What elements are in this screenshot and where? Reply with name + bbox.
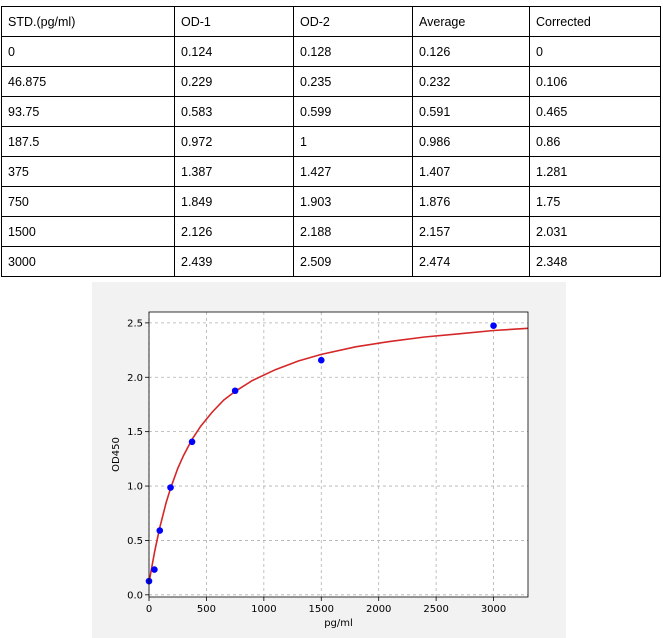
y-tick-label: 0.5 <box>127 536 143 547</box>
table-cell: 0.986 <box>412 126 530 157</box>
y-axis-label: OD450 <box>111 437 122 472</box>
table-cell: 1.427 <box>293 156 413 187</box>
table-cell: 375 <box>1 156 175 187</box>
x-tick-label: 1500 <box>309 604 334 615</box>
table-cell: 46.875 <box>1 66 175 97</box>
table-row: 93.75 0.583 0.599 0.591 0.465 <box>1 96 661 127</box>
y-tick-label: 2.0 <box>127 373 143 384</box>
table-row: 3000 2.439 2.509 2.474 2.348 <box>1 246 661 277</box>
table-cell: 187.5 <box>1 126 175 157</box>
table-cell: 0.465 <box>529 96 661 127</box>
table-header-cell: Average <box>412 6 530 37</box>
data-point <box>490 322 497 330</box>
table-cell: 1500 <box>1 216 175 247</box>
x-tick-label: 3000 <box>481 604 506 615</box>
fit-curve <box>148 327 529 584</box>
table-cell: 0.235 <box>293 66 413 97</box>
table-cell: 0.599 <box>293 96 413 127</box>
x-axis-label: pg/ml <box>324 618 353 629</box>
y-tick-label: 1.0 <box>127 482 143 493</box>
table-cell: 93.75 <box>1 96 175 127</box>
table-row: 0 0.124 0.128 0.126 0 <box>1 36 661 67</box>
table-cell: 0.126 <box>412 36 530 67</box>
plot-frame <box>148 311 529 598</box>
table-cell: 0.583 <box>174 96 294 127</box>
standard-curve-chart: 0 500 1000 1500 2000 2500 3000 0.0 0.5 1.0 1.5 2.0 2… <box>92 282 566 638</box>
table-cell: 0.232 <box>412 66 530 97</box>
y-tick-label: 0.0 <box>127 590 143 601</box>
table-cell: 2.157 <box>412 216 530 247</box>
x-tick-label: 0 <box>146 604 152 615</box>
table-cell: 0.972 <box>174 126 294 157</box>
table-cell: 0.229 <box>174 66 294 97</box>
data-point <box>231 387 239 395</box>
data-point <box>167 484 174 491</box>
table-cell: 0.106 <box>529 66 661 97</box>
table-cell: 0 <box>1 36 175 67</box>
data-point <box>317 356 325 364</box>
table-cell: 750 <box>1 186 175 217</box>
data-point <box>188 438 196 446</box>
table-header-cell: STD.(pg/ml) <box>1 6 175 37</box>
table-row: 750 1.849 1.903 1.876 1.75 <box>1 186 661 217</box>
plot-area <box>149 312 528 597</box>
x-tick-label: 2500 <box>423 604 448 615</box>
y-tick-label: 2.5 <box>127 318 143 329</box>
table-header-row: STD.(pg/ml) OD-1 OD-2 Average Corrected <box>1 6 661 37</box>
x-tick-label: 500 <box>197 604 216 615</box>
table-cell: 2.439 <box>174 246 294 277</box>
table-cell: 1 <box>293 126 413 157</box>
table-cell: 1.876 <box>412 186 530 217</box>
x-tick-label: 2000 <box>366 604 391 615</box>
x-tick-label: 1000 <box>251 604 276 615</box>
table-cell: 2.509 <box>293 246 413 277</box>
table-cell: 0.591 <box>412 96 530 127</box>
table-cell: 0.124 <box>174 36 294 67</box>
table-cell: 1.387 <box>174 156 294 187</box>
table-cell: 1.75 <box>529 186 661 217</box>
table-row: 187.5 0.972 1 0.986 0.86 <box>1 126 661 157</box>
y-tick-label: 1.5 <box>127 427 143 438</box>
table-row: 375 1.387 1.427 1.407 1.281 <box>1 156 661 187</box>
data-point <box>156 527 164 534</box>
chart-svg: 0 500 1000 1500 2000 2500 3000 0.0 0.5 1.0 1.5 2.0 2… <box>111 311 529 629</box>
table-header-cell: OD-2 <box>293 6 413 37</box>
table-row: 1500 2.126 2.188 2.157 2.031 <box>1 216 661 247</box>
table-cell: 0.86 <box>529 126 661 157</box>
table-cell: 1.849 <box>174 186 294 217</box>
table-header-cell: OD-1 <box>174 6 294 37</box>
table-cell: 1.407 <box>412 156 530 187</box>
table-cell: 2.474 <box>412 246 530 277</box>
table-cell: 2.031 <box>529 216 661 247</box>
table-cell: 2.348 <box>529 246 661 277</box>
table-row: 46.875 0.229 0.235 0.232 0.106 <box>1 66 661 97</box>
table-cell: 3000 <box>1 246 175 277</box>
table-cell: 0.128 <box>293 36 413 67</box>
table-cell: 2.188 <box>293 216 413 247</box>
table-cell: 1.281 <box>529 156 661 187</box>
standard-curve-table: STD.(pg/ml) OD-1 OD-2 Average Corrected 0 0.12… <box>1 6 661 277</box>
table-cell: 1.903 <box>293 186 413 217</box>
table-cell: 2.126 <box>174 216 294 247</box>
data-point <box>151 566 158 573</box>
table-cell: 0 <box>529 36 661 67</box>
table-header-cell: Corrected <box>529 6 661 37</box>
